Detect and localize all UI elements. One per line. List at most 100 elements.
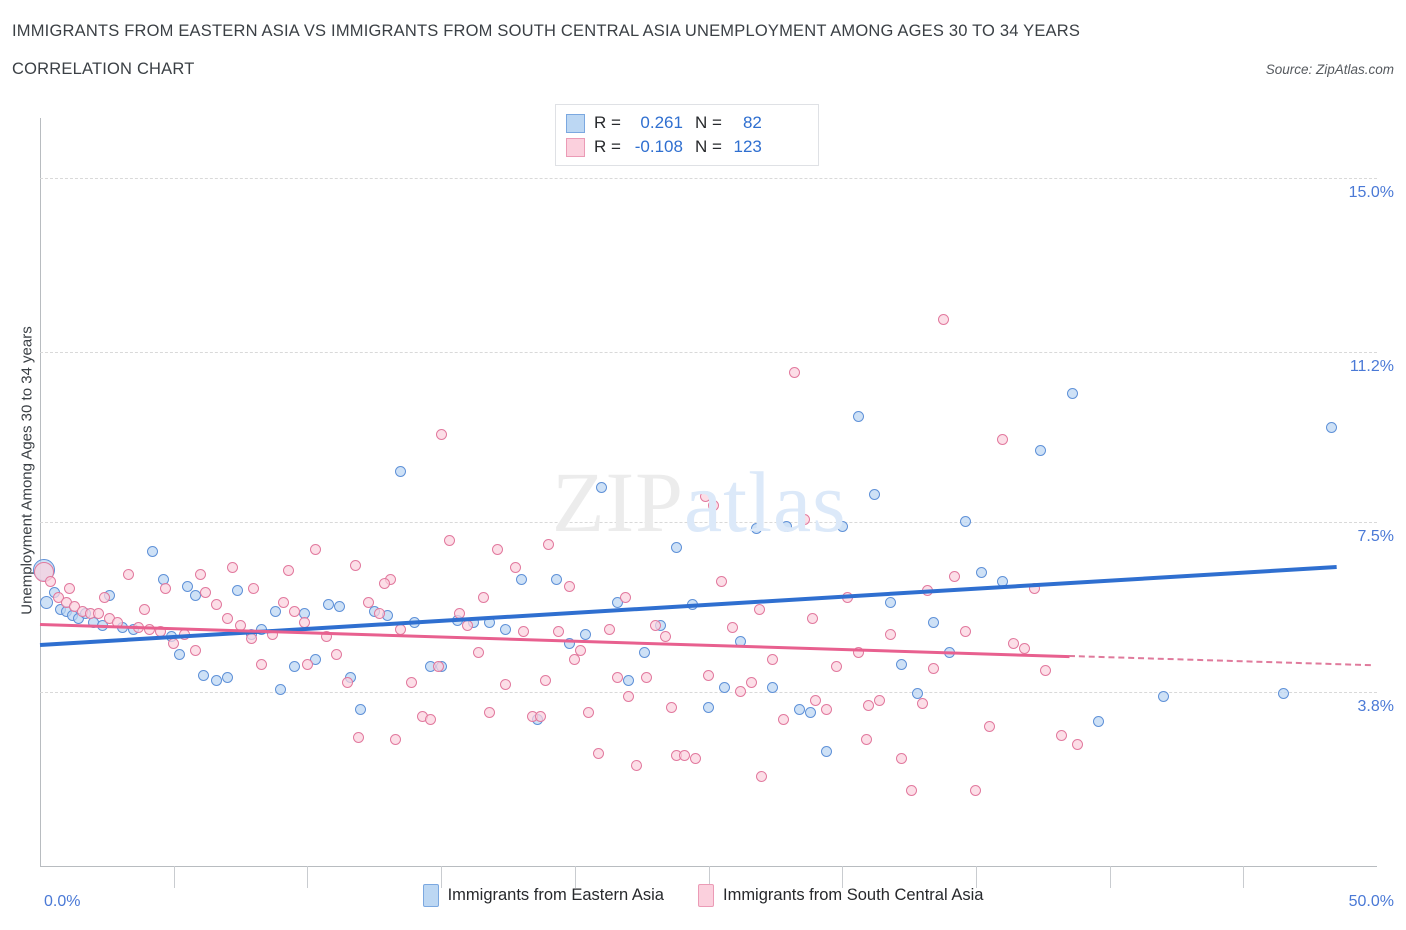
scatter-point[interactable] bbox=[1277, 688, 1289, 700]
scatter-point[interactable] bbox=[660, 631, 672, 643]
scatter-point[interactable] bbox=[342, 676, 353, 688]
scatter-point[interactable] bbox=[620, 592, 632, 604]
scatter-point[interactable] bbox=[708, 500, 720, 512]
scatter-point[interactable] bbox=[949, 571, 960, 583]
scatter-point[interactable] bbox=[235, 619, 247, 631]
scatter-point[interactable] bbox=[40, 595, 54, 609]
scatter-point[interactable] bbox=[649, 619, 661, 631]
scatter-point[interactable] bbox=[1326, 422, 1338, 434]
scatter-point[interactable] bbox=[462, 619, 474, 631]
scatter-point[interactable] bbox=[189, 644, 201, 656]
scatter-point[interactable] bbox=[638, 647, 650, 659]
scatter-point[interactable] bbox=[842, 592, 854, 604]
scatter-point[interactable] bbox=[515, 573, 527, 585]
scatter-point[interactable] bbox=[374, 608, 386, 620]
scatter-point[interactable] bbox=[160, 582, 172, 594]
scatter-point[interactable] bbox=[622, 690, 634, 702]
scatter-point[interactable] bbox=[777, 713, 789, 725]
scatter-point[interactable] bbox=[283, 564, 295, 576]
scatter-point[interactable] bbox=[852, 647, 864, 659]
scatter-point[interactable] bbox=[727, 621, 739, 633]
scatter-point[interactable] bbox=[154, 626, 166, 638]
scatter-point[interactable] bbox=[277, 596, 289, 608]
scatter-point[interactable] bbox=[288, 660, 300, 672]
scatter-point[interactable] bbox=[895, 658, 907, 670]
scatter-point[interactable] bbox=[483, 706, 495, 718]
scatter-point[interactable] bbox=[804, 706, 816, 718]
scatter-point[interactable] bbox=[194, 569, 206, 581]
scatter-point[interactable] bbox=[943, 647, 955, 659]
scatter-point[interactable] bbox=[1093, 715, 1105, 727]
scatter-point[interactable] bbox=[499, 624, 511, 636]
scatter-point[interactable] bbox=[138, 603, 150, 615]
scatter-point[interactable] bbox=[612, 672, 624, 684]
scatter-point[interactable] bbox=[1039, 665, 1051, 677]
scatter-point[interactable] bbox=[916, 697, 928, 709]
scatter-point[interactable] bbox=[641, 672, 653, 684]
scatter-point[interactable] bbox=[173, 649, 185, 661]
scatter-point[interactable] bbox=[227, 562, 239, 574]
scatter-point[interactable] bbox=[799, 514, 811, 526]
scatter-point[interactable] bbox=[406, 676, 418, 688]
scatter-point[interactable] bbox=[454, 608, 466, 620]
scatter-point[interactable] bbox=[133, 621, 145, 633]
scatter-point[interactable] bbox=[927, 663, 939, 675]
scatter-point[interactable] bbox=[363, 596, 375, 608]
scatter-point[interactable] bbox=[473, 647, 485, 659]
scatter-point[interactable] bbox=[767, 653, 779, 665]
scatter-point[interactable] bbox=[959, 516, 971, 528]
scatter-point[interactable] bbox=[288, 605, 300, 617]
scatter-point[interactable] bbox=[860, 734, 872, 746]
scatter-point[interactable] bbox=[793, 704, 805, 716]
scatter-point[interactable] bbox=[863, 699, 875, 711]
scatter-point[interactable] bbox=[1066, 387, 1078, 399]
scatter-point[interactable] bbox=[735, 635, 747, 647]
scatter-point[interactable] bbox=[232, 585, 244, 597]
scatter-point[interactable] bbox=[355, 704, 367, 716]
scatter-point[interactable] bbox=[670, 541, 682, 553]
scatter-point[interactable] bbox=[1029, 582, 1041, 594]
scatter-point[interactable] bbox=[478, 592, 490, 604]
scatter-point[interactable] bbox=[45, 575, 57, 587]
scatter-point[interactable] bbox=[424, 713, 436, 725]
scatter-point[interactable] bbox=[144, 624, 156, 636]
scatter-point[interactable] bbox=[630, 759, 642, 771]
scatter-point[interactable] bbox=[63, 582, 75, 594]
scatter-point[interactable] bbox=[700, 491, 712, 503]
scatter-point[interactable] bbox=[323, 598, 335, 610]
scatter-point[interactable] bbox=[350, 559, 362, 571]
scatter-point[interactable] bbox=[443, 534, 455, 546]
scatter-point[interactable] bbox=[379, 578, 391, 590]
scatter-point[interactable] bbox=[574, 644, 586, 656]
scatter-point[interactable] bbox=[997, 575, 1009, 587]
scatter-point[interactable] bbox=[1072, 738, 1083, 750]
scatter-point[interactable] bbox=[93, 608, 105, 620]
scatter-point[interactable] bbox=[518, 626, 530, 638]
scatter-point[interactable] bbox=[852, 410, 864, 422]
scatter-point[interactable] bbox=[604, 624, 616, 636]
scatter-point[interactable] bbox=[593, 748, 605, 760]
scatter-point[interactable] bbox=[1034, 445, 1046, 457]
scatter-point[interactable] bbox=[178, 628, 190, 640]
scatter-point[interactable] bbox=[938, 314, 950, 326]
scatter-point[interactable] bbox=[809, 695, 821, 707]
scatter-point[interactable] bbox=[256, 624, 268, 636]
scatter-point[interactable] bbox=[582, 706, 594, 718]
scatter-point[interactable] bbox=[269, 605, 281, 617]
scatter-point[interactable] bbox=[390, 734, 402, 746]
legend-item-eastern-asia[interactable]: Immigrants from Eastern Asia bbox=[422, 884, 664, 907]
scatter-point[interactable] bbox=[767, 681, 779, 693]
scatter-point[interactable] bbox=[622, 674, 634, 686]
scatter-point[interactable] bbox=[895, 752, 907, 764]
scatter-point[interactable] bbox=[352, 732, 364, 743]
scatter-point[interactable] bbox=[395, 624, 407, 636]
scatter-point[interactable] bbox=[874, 695, 886, 707]
scatter-point[interactable] bbox=[168, 637, 180, 649]
scatter-point[interactable] bbox=[911, 688, 923, 700]
scatter-point[interactable] bbox=[181, 580, 193, 592]
scatter-point[interactable] bbox=[395, 465, 407, 477]
scatter-point[interactable] bbox=[299, 617, 311, 629]
scatter-point[interactable] bbox=[534, 711, 546, 723]
scatter-point[interactable] bbox=[1007, 637, 1019, 649]
scatter-point[interactable] bbox=[906, 784, 918, 796]
